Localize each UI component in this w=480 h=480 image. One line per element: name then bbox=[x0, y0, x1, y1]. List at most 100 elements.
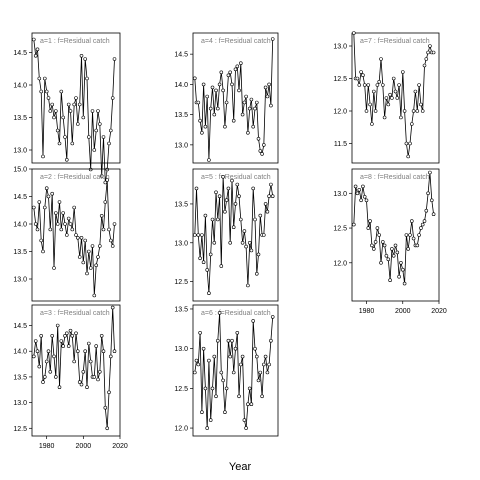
panel-2: 13.0 13.5 14.0 14.5 15.0 a=2 : f=Residual cat… bbox=[13, 167, 121, 302]
panel-1: 13.0 13.5 14.0 14.5 a=1 : f=Residual catch bbox=[13, 32, 121, 185]
data-point bbox=[242, 418, 247, 422]
data-point bbox=[244, 426, 248, 430]
y-tick-label: 13.0 bbox=[174, 240, 188, 247]
y-tick-label: 14.0 bbox=[13, 83, 27, 90]
data-point bbox=[261, 143, 266, 147]
y-tick-label: 13.5 bbox=[13, 374, 27, 381]
data-point bbox=[37, 364, 42, 369]
data-point bbox=[76, 349, 80, 354]
data-point bbox=[33, 53, 38, 58]
data-point bbox=[193, 76, 197, 81]
y-tick-label: 12.5 bbox=[333, 226, 347, 233]
data-point bbox=[429, 198, 434, 203]
data-point bbox=[61, 344, 66, 348]
data-point bbox=[386, 257, 391, 262]
data-point bbox=[46, 96, 51, 100]
y-tick-label: 13.0 bbox=[333, 191, 347, 198]
data-point bbox=[57, 200, 62, 204]
data-point bbox=[253, 217, 257, 222]
data-point bbox=[237, 194, 241, 198]
data-point bbox=[33, 222, 38, 226]
data-point bbox=[99, 214, 104, 218]
data-point bbox=[44, 89, 49, 94]
data-point bbox=[87, 135, 91, 139]
data-point bbox=[254, 100, 259, 105]
data-point bbox=[249, 97, 254, 102]
panel-title: a=2 : f=Residual catch bbox=[40, 174, 110, 181]
data-point bbox=[411, 109, 416, 113]
data-point bbox=[216, 338, 220, 343]
data-point bbox=[81, 369, 86, 374]
data-point bbox=[226, 73, 231, 78]
data-point bbox=[368, 219, 372, 223]
data-point bbox=[254, 271, 259, 276]
data-point bbox=[205, 268, 209, 272]
data-point bbox=[267, 194, 271, 198]
data-point bbox=[408, 141, 412, 146]
data-point bbox=[200, 131, 204, 135]
y-tick-label: 12.5 bbox=[13, 426, 27, 433]
data-point bbox=[424, 57, 429, 61]
data-point bbox=[409, 122, 414, 126]
data-point bbox=[256, 137, 261, 141]
data-point bbox=[406, 154, 411, 159]
data-point bbox=[198, 330, 202, 335]
data-point bbox=[44, 359, 49, 364]
data-point bbox=[88, 167, 93, 172]
y-tick-label: 12.0 bbox=[174, 426, 188, 433]
data-point bbox=[249, 402, 254, 407]
data-point bbox=[198, 118, 202, 123]
data-point bbox=[359, 198, 363, 203]
panel-title: a=4 : f=Residual catch bbox=[201, 38, 271, 45]
data-point bbox=[110, 305, 115, 310]
data-point bbox=[269, 182, 273, 187]
x-tick-label: 2000 bbox=[395, 308, 411, 315]
data-point bbox=[370, 122, 374, 126]
data-point bbox=[428, 170, 432, 175]
data-point bbox=[404, 141, 409, 146]
data-point bbox=[98, 244, 102, 248]
data-point bbox=[417, 83, 421, 87]
data-point bbox=[239, 362, 243, 367]
data-point bbox=[246, 283, 250, 288]
data-point bbox=[57, 141, 62, 146]
data-point bbox=[79, 382, 84, 387]
data-point bbox=[417, 233, 421, 237]
data-point bbox=[79, 236, 84, 240]
data-point bbox=[92, 375, 97, 379]
data-point bbox=[57, 385, 62, 390]
data-point bbox=[424, 208, 429, 213]
y-tick-label: 13.5 bbox=[13, 249, 27, 256]
data-point bbox=[212, 354, 217, 359]
data-point bbox=[400, 267, 405, 272]
data-point bbox=[79, 53, 84, 58]
panel-title: a=1 : f=Residual catch bbox=[40, 38, 110, 45]
data-point bbox=[208, 418, 213, 422]
data-point bbox=[200, 233, 204, 237]
data-point bbox=[237, 88, 241, 93]
data-point bbox=[203, 124, 208, 129]
data-point bbox=[216, 106, 220, 111]
y-tick-label: 14.5 bbox=[13, 194, 27, 201]
data-point bbox=[214, 88, 218, 93]
y-tick-label: 12.0 bbox=[333, 109, 347, 116]
data-point bbox=[37, 200, 42, 204]
data-point bbox=[397, 83, 401, 87]
data-point bbox=[237, 394, 241, 399]
y-tick-label: 15.0 bbox=[13, 167, 27, 174]
data-point bbox=[384, 254, 389, 258]
y-tick-label: 13.5 bbox=[174, 201, 188, 208]
y-tick-label: 14.0 bbox=[174, 82, 188, 89]
data-point bbox=[217, 311, 222, 315]
data-point bbox=[39, 89, 44, 94]
data-point bbox=[196, 233, 201, 237]
data-point bbox=[96, 109, 100, 113]
data-point bbox=[50, 102, 55, 107]
data-point bbox=[230, 82, 234, 87]
data-point bbox=[74, 96, 78, 100]
data-point bbox=[228, 70, 232, 75]
panel-frame bbox=[351, 168, 440, 302]
data-point bbox=[246, 402, 250, 407]
data-point bbox=[263, 85, 268, 90]
data-point bbox=[41, 249, 45, 254]
